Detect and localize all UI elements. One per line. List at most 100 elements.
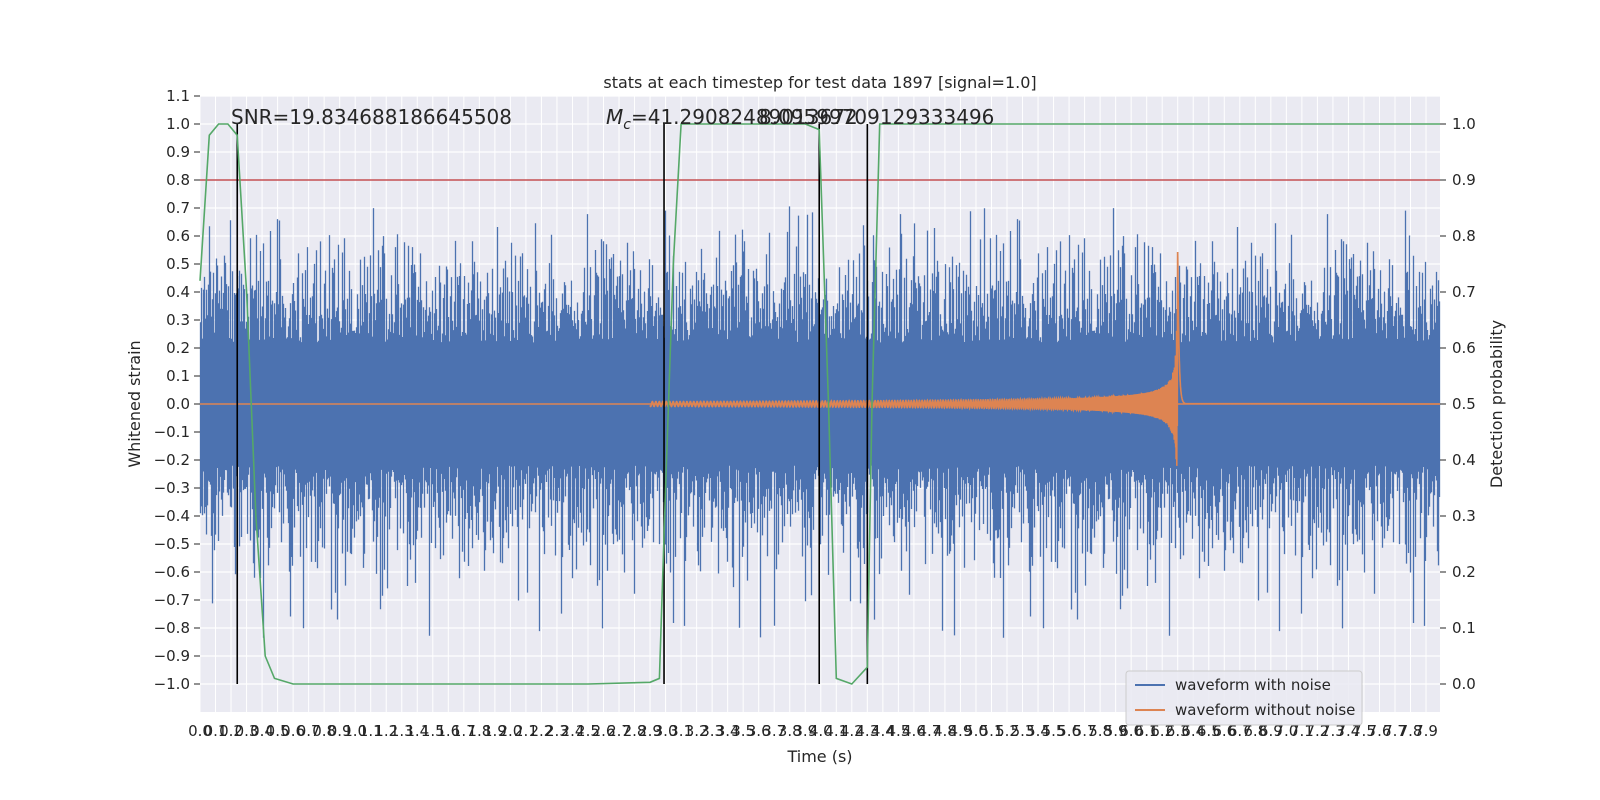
x-tick-label: 2.2 (529, 722, 553, 740)
x-tick-label: 5.1 (980, 722, 1004, 740)
x-tick-label: 2.8 (623, 722, 647, 740)
x-tick-label: 4.0 (809, 722, 833, 740)
x-tick-label: 3.1 (669, 722, 693, 740)
x-tick-label: 4.3 (855, 722, 879, 740)
detection-probability-series (199, 123, 1440, 685)
chart-title: stats at each timestep for test data 189… (603, 73, 1036, 92)
y2-tick-label: 0.9 (1452, 171, 1476, 189)
x-tick-label: 2.3 (545, 722, 569, 740)
x-tick-label: 2.9 (638, 722, 662, 740)
y2-tick-label: 0.1 (1452, 619, 1476, 637)
x-tick-label: 1.9 (483, 722, 507, 740)
x-tick-label: 1.7 (452, 722, 476, 740)
x-tick-label: 6.9 (1259, 722, 1283, 740)
y-tick-label: 0.0 (166, 395, 190, 413)
x-tick-label: 3.4 (716, 722, 740, 740)
x-tick-label: 0.6 (281, 722, 305, 740)
x-tick-labels: 0.00.10.20.30.40.50.60.70.80.91.01.11.21… (188, 722, 1438, 740)
x-tick-label: 0.0 (188, 722, 212, 740)
y-tick-label: −0.1 (154, 423, 190, 441)
legend-box (1125, 670, 1363, 726)
x-tick-label: 1.5 (421, 722, 445, 740)
x-tick-label: 3.0 (654, 722, 678, 740)
x-tick-label: 0.3 (235, 722, 259, 740)
x-tick-label: 6.6 (1212, 722, 1236, 740)
y2-tick-label: 0.0 (1452, 675, 1476, 693)
x-tick-label: 7.6 (1368, 722, 1392, 740)
x-tick-label: 6.0 (1119, 722, 1143, 740)
y-tick-label: 0.1 (166, 367, 190, 385)
x-tick-label: 6.1 (1135, 722, 1159, 740)
x-tick-label: 5.6 (1057, 722, 1081, 740)
x-tick-label: 6.7 (1228, 722, 1252, 740)
y-tick-label: −1.0 (154, 675, 190, 693)
x-tick-label: 1.3 (390, 722, 414, 740)
y-tick-label: −0.8 (154, 619, 190, 637)
y2-tick-label: 0.3 (1452, 507, 1476, 525)
x-tick-label: 7.4 (1337, 722, 1361, 740)
y2-tick-label: 0.4 (1452, 451, 1476, 469)
y2-tick-label: 0.2 (1452, 563, 1476, 581)
overlap-annotation: 8.09599709129333496 (759, 105, 994, 129)
x-tick-label: 7.2 (1305, 722, 1329, 740)
x-tick-label: 1.6 (436, 722, 460, 740)
x-tick-label: 7.5 (1352, 722, 1376, 740)
x-tick-label: 5.0 (964, 722, 988, 740)
x-tick-label: 0.2 (219, 722, 243, 740)
x-axis-label: Time (s) (786, 747, 852, 766)
x-tick-label: 4.2 (840, 722, 864, 740)
chirp-waveform-series (649, 252, 1441, 466)
x-tick-label: 3.5 (731, 722, 755, 740)
x-tick-label: 3.8 (778, 722, 802, 740)
y-tick-label: −0.5 (154, 535, 190, 553)
y-tick-label: 0.3 (166, 311, 190, 329)
y-tick-label: −0.7 (154, 591, 190, 609)
y-tick-label: −0.2 (154, 451, 190, 469)
legend-label-noisy: waveform with noise (1175, 676, 1331, 694)
x-tick-label: 7.3 (1321, 722, 1345, 740)
y-tick-labels: 1.1 1.0 0.9 0.8 0.7 0.6 0.5 0.4 0.3 0.2 0.1 0.0 −0.1… (154, 87, 200, 693)
x-tick-label: 1.1 (359, 722, 383, 740)
y-tick-label: 1.1 (166, 87, 190, 105)
y-tick-label: 0.5 (166, 255, 190, 273)
x-tick-label: 4.7 (917, 722, 941, 740)
x-tick-label: 1.0 (343, 722, 367, 740)
y-tick-label: −0.3 (154, 479, 190, 497)
y2-axis-label: Detection probability (1487, 320, 1506, 488)
x-tick-label: 7.1 (1290, 722, 1314, 740)
x-tick-label: 6.4 (1181, 722, 1205, 740)
x-tick-label: 0.7 (297, 722, 321, 740)
x-tick-label: 3.9 (793, 722, 817, 740)
x-tick-label: 5.7 (1073, 722, 1097, 740)
vertical-markers (236, 124, 869, 684)
x-tick-label: 6.3 (1166, 722, 1190, 740)
x-tick-label: 3.6 (747, 722, 771, 740)
x-tick-label: 1.2 (374, 722, 398, 740)
x-tick-label: 1.4 (405, 722, 429, 740)
x-tick-label: 4.8 (933, 722, 957, 740)
x-tick-label: 2.5 (576, 722, 600, 740)
x-tick-label: 4.9 (949, 722, 973, 740)
x-tick-label: 7.7 (1383, 722, 1407, 740)
x-tick-label: 2.4 (561, 722, 585, 740)
chirp-mass-annotation: Mc=41.29082489013672 (606, 105, 858, 133)
x-tick-label: 3.7 (762, 722, 786, 740)
y2-tick-label: 0.7 (1452, 283, 1476, 301)
x-tick-label: 4.1 (824, 722, 848, 740)
x-tick-label: 1.8 (467, 722, 491, 740)
x-tick-label: 5.8 (1088, 722, 1112, 740)
y2-tick-label: 0.6 (1452, 339, 1476, 357)
x-tick-label: 6.8 (1243, 722, 1267, 740)
legend: waveform with noise waveform without noi… (1125, 670, 1363, 726)
y-axis-label: Whitened strain (125, 340, 144, 467)
y2-tick-label: 0.5 (1452, 395, 1476, 413)
x-tick-label: 7.9 (1414, 722, 1438, 740)
snr-annotation: SNR=19.834688186645508 (231, 105, 512, 129)
x-tick-label: 3.2 (685, 722, 709, 740)
y-tick-label: −0.6 (154, 563, 190, 581)
x-tick-label: 4.4 (871, 722, 895, 740)
y2-tick-label: 0.8 (1452, 227, 1476, 245)
y-tick-label: 1.0 (166, 115, 190, 133)
y2-tick-labels: 1.0 0.9 0.8 0.7 0.6 0.5 0.4 0.3 0.2 0.1 0.0 (1440, 115, 1476, 693)
